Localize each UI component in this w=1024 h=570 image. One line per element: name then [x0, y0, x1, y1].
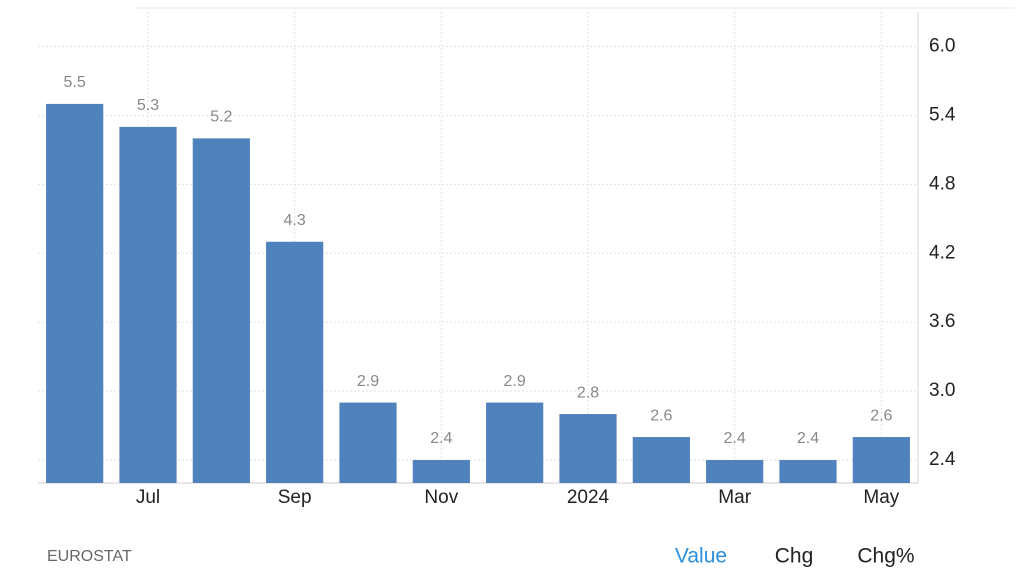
- data-label: 2.4: [797, 430, 819, 447]
- data-label: 2.4: [430, 430, 452, 447]
- y-tick-label: 6.0: [929, 35, 955, 56]
- bar: [192, 138, 250, 484]
- data-label: 2.9: [504, 373, 526, 390]
- tab-chg-pct[interactable]: Chg%: [857, 545, 914, 568]
- bar: [119, 126, 177, 483]
- x-tick-label: Mar: [718, 487, 751, 508]
- y-tick-label: 4.2: [929, 242, 955, 263]
- data-label: 2.9: [357, 373, 379, 390]
- bar: [779, 460, 837, 483]
- bar: [46, 103, 104, 483]
- y-tick-label: 3.0: [929, 380, 955, 401]
- bar: [852, 437, 910, 483]
- bar: [339, 402, 397, 483]
- bar: [486, 402, 544, 483]
- bar: [266, 241, 324, 483]
- data-label: 4.3: [284, 212, 306, 229]
- data-label: 5.5: [64, 74, 86, 91]
- tab-value[interactable]: Value: [675, 545, 727, 568]
- bar: [632, 437, 690, 483]
- bar: [559, 414, 617, 483]
- data-label: 2.4: [724, 430, 746, 447]
- source: EUROSTAT: [47, 548, 132, 565]
- x-tick-label: 2024: [567, 487, 610, 508]
- data-label: 5.3: [137, 97, 159, 114]
- x-tick-label: Jul: [136, 487, 160, 508]
- y-tick-label: 3.6: [929, 311, 955, 332]
- data-label: 2.6: [650, 407, 672, 424]
- bar: [706, 460, 764, 483]
- bar: [412, 460, 470, 483]
- x-tick-label: May: [863, 487, 899, 508]
- tab-chg[interactable]: Chg: [775, 545, 814, 568]
- x-tick-label: Sep: [278, 487, 312, 508]
- data-label: 2.8: [577, 384, 599, 401]
- y-tick-label: 5.4: [929, 104, 956, 125]
- data-label: 2.6: [870, 407, 892, 424]
- data-label: 5.2: [210, 109, 232, 126]
- x-tick-label: Nov: [424, 487, 458, 508]
- y-tick-label: 4.8: [929, 173, 955, 194]
- y-tick-label: 2.4: [929, 449, 956, 470]
